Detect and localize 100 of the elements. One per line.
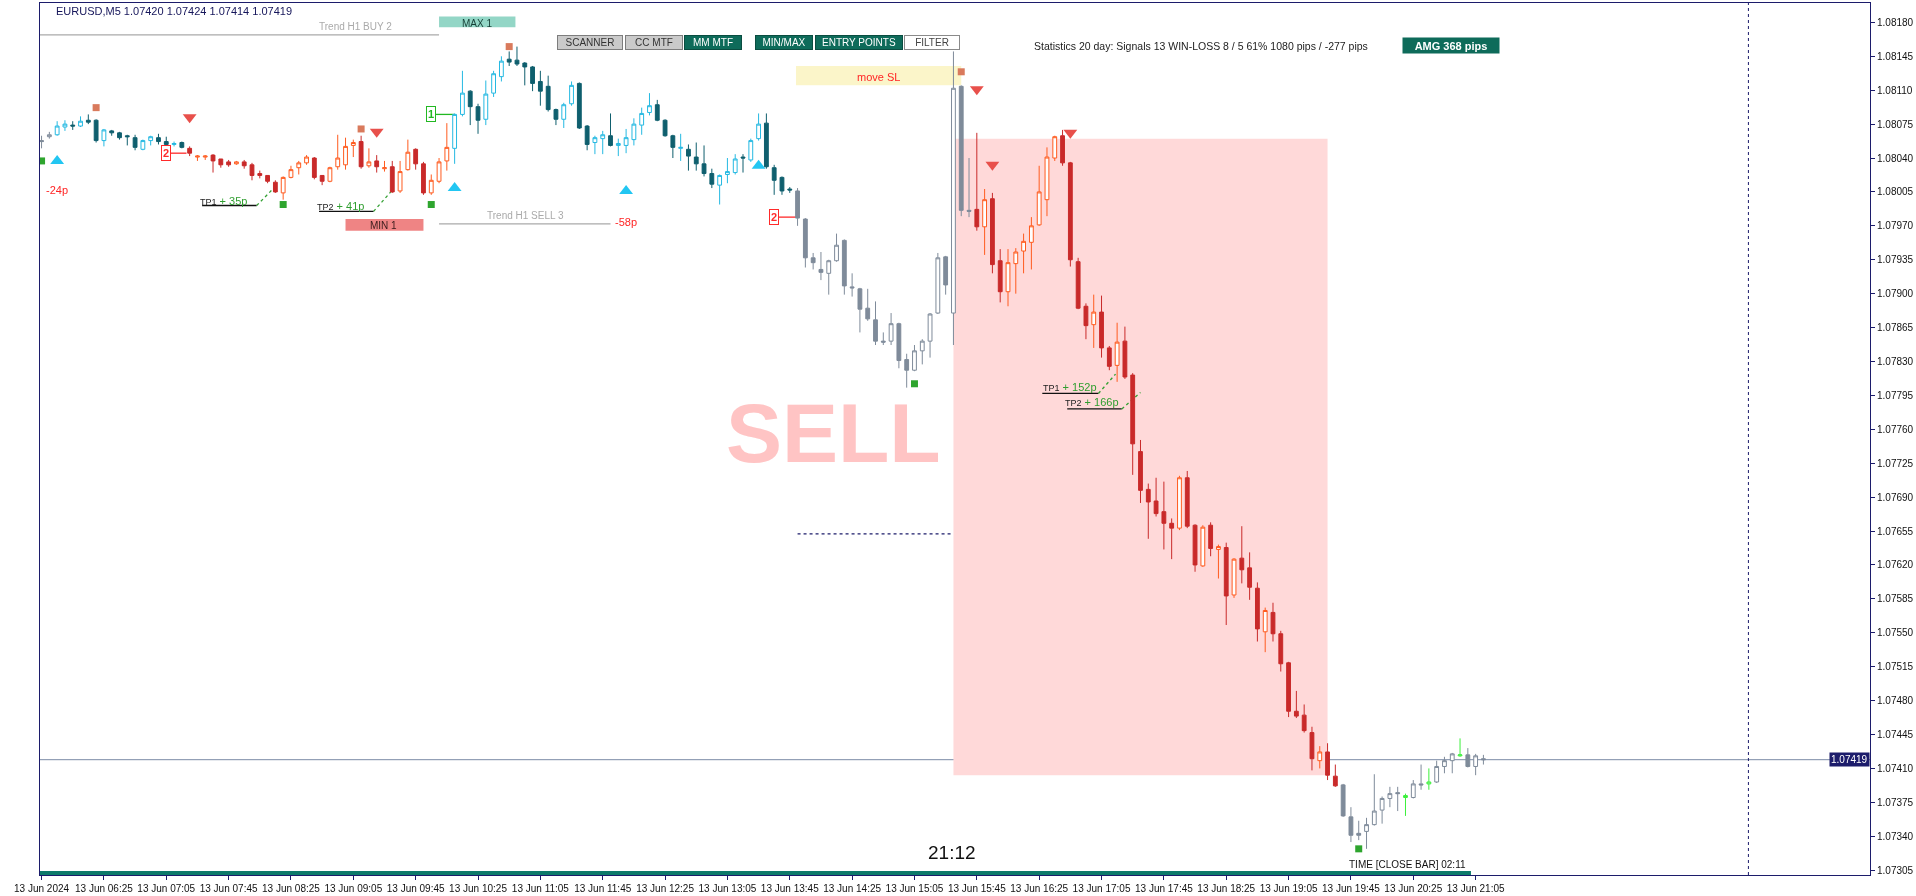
y-tick-label: 1.07830 [1877,355,1914,367]
x-tick-label: 13 Jun 09:05 [324,883,383,894]
candlestick [732,153,738,175]
x-tick-label: 13 Jun 15:45 [947,883,1007,894]
candlestick [444,122,450,172]
candlestick [997,248,1003,303]
y-tick-label: 1.08040 [1877,152,1914,164]
candlestick [888,312,894,346]
series-label: Trend H1 BUY 2 [319,21,393,32]
candlestick [647,92,652,116]
candlestick [1184,470,1190,529]
candlestick [1379,796,1385,825]
candlestick [1067,161,1073,268]
x-tick-label: 13 Jun 15:05 [885,883,944,894]
candlestick [623,128,629,154]
candlestick [62,119,68,132]
candlestick [919,338,925,365]
y-tick-label: 1.07620 [1877,559,1914,571]
candlestick [779,175,785,196]
candlestick [740,153,746,174]
candlestick [1247,551,1253,601]
annotation: FILTER [915,37,949,48]
candlestick [763,112,769,170]
x-tick-label: 13 Jun 11:05 [511,883,570,894]
ref-line-label: 1.07419 [1831,754,1868,765]
candlestick [405,139,411,172]
candlestick [257,170,263,179]
candlestick [818,251,824,281]
annotation: MIN/MAX [762,37,806,48]
candlestick [1005,248,1011,307]
candlestick [693,142,699,172]
candlestick [1387,786,1393,808]
annotation: TP1 + 152p [1043,381,1097,393]
candlestick [319,174,325,186]
candlestick [93,118,99,144]
candlestick [826,259,832,296]
point [40,157,46,165]
annotation: TP2 + 41p [317,200,365,212]
candlestick [327,166,333,183]
candlestick [1426,767,1432,791]
candlestick [179,141,185,149]
candlestick [498,55,504,82]
point [1355,845,1363,853]
point [910,380,918,388]
candlestick [358,135,364,170]
candlestick [1239,525,1245,584]
candlestick [397,160,403,194]
candlestick [608,112,613,147]
annotation: TP2 + 166p [1065,396,1119,408]
point [427,201,435,209]
x-tick-label: 13 Jun 07:05 [137,883,196,894]
candlestick [304,154,309,166]
candlestick [990,192,995,274]
candlestick [904,353,910,389]
candlestick [912,344,917,372]
candlestick [553,108,559,126]
x-tick-label: 13 Jun 19:05 [1259,883,1318,894]
candlestick [530,65,535,92]
candlestick [117,131,122,141]
candlestick [413,147,419,171]
candlestick [195,154,200,162]
candlestick [1301,703,1307,734]
candlestick [600,130,606,155]
candlestick [54,120,60,137]
candlestick [958,84,964,217]
annotation: MAX 1 [462,18,493,29]
candlestick [265,174,270,184]
y-tick-label: 1.07445 [1877,729,1914,741]
candlestick [382,160,387,173]
candlestick [576,81,582,130]
candlestick [1060,129,1065,167]
annotation: move SL [857,71,901,83]
candlestick [467,89,473,126]
candlestick [1028,216,1034,270]
candlestick [841,238,847,296]
candlestick [787,186,793,194]
y-tick-label: 1.08110 [1877,84,1913,96]
candlestick [288,165,294,179]
candlestick [810,252,816,270]
y-tick-label: 1.07690 [1877,491,1914,503]
candlestick [1169,517,1175,560]
x-tick-label: 13 Jun 07:45 [199,883,258,894]
point [357,125,365,133]
candlestick [335,134,341,171]
candlestick [725,157,730,184]
annotation: SCANNER [565,37,615,48]
candlestick [101,128,107,147]
candlestick [1293,690,1299,719]
candlestick [1130,372,1136,476]
annotation: MM MTF [693,37,733,48]
candlestick [506,50,512,67]
x-tick-label: 13 Jun 17:45 [1134,883,1194,894]
y-tick-label: 1.07865 [1877,322,1914,334]
candlestick [522,62,528,86]
x-tick-label: 13 Jun 11:45 [574,883,632,894]
candlestick [709,168,715,189]
candlestick [974,132,980,232]
candlestick [545,75,551,113]
y-tick-label: 1.07585 [1877,593,1914,605]
y-tick-label: 1.07655 [1877,525,1914,537]
